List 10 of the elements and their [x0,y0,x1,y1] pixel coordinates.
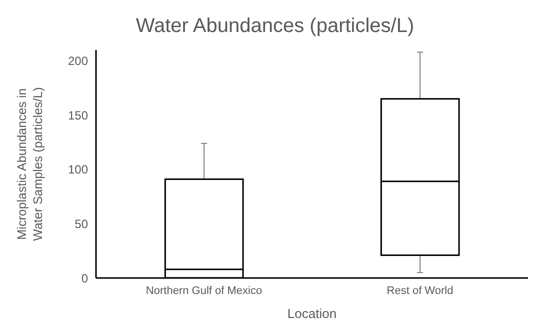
y-tick-label: 0 [81,271,88,286]
y-tick-label: 100 [68,162,88,177]
x-tick-label: Rest of World [386,284,454,297]
chart-title: Water Abundances (particles/L) [134,14,416,39]
y-tick-label: 150 [68,108,88,122]
y-tick-label: 50 [74,216,88,231]
y-axis-title: Microplastic Abundances in Water Samples (particles/L) [15,87,45,241]
x-axis-title: Location [287,306,337,321]
x-tick-label: Northern Gulf of Mexico [146,284,262,297]
y-tick-label: 200 [68,54,88,68]
